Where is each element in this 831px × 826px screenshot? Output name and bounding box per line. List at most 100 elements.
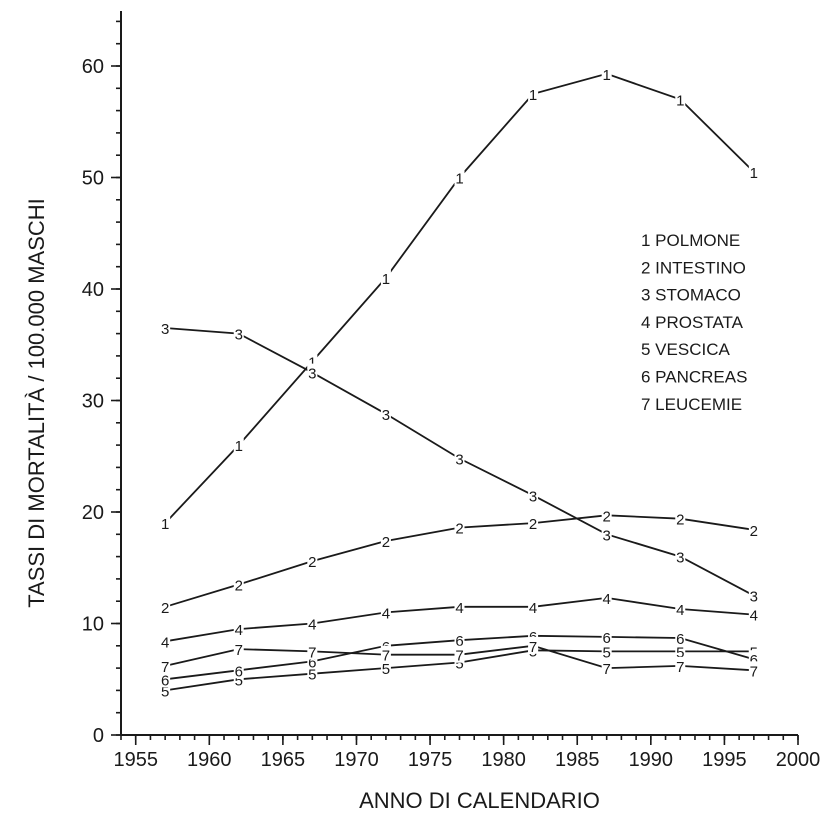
- data-point-marker: 7: [750, 663, 758, 680]
- x-tick-label: 2000: [776, 749, 821, 771]
- marker-bg: [675, 600, 686, 618]
- series-3: 3 3 3 3 3 3 3 3 3: [160, 319, 759, 606]
- marker-bg: [160, 656, 171, 674]
- data-point-marker: 7: [455, 648, 463, 665]
- data-point-marker: 6: [750, 652, 758, 669]
- marker-bg: [380, 645, 391, 663]
- data-point-marker: 4: [455, 600, 463, 617]
- marker-bg: [675, 628, 686, 646]
- marker-bg: [233, 620, 244, 638]
- data-point-marker: 4: [161, 634, 169, 651]
- data-point-marker: 6: [161, 672, 169, 689]
- marker-bg: [675, 642, 686, 660]
- marker-bg: [307, 642, 318, 660]
- data-point-marker: 4: [235, 622, 243, 639]
- data-point-marker: 2: [529, 516, 537, 533]
- marker-bg: [307, 363, 318, 381]
- marker-bg: [454, 518, 465, 536]
- data-point-marker: 5: [235, 672, 243, 689]
- marker-bg: [528, 626, 539, 644]
- data-point-marker: 6: [455, 633, 463, 650]
- data-point-marker: 6: [308, 654, 316, 671]
- x-tick-label: 1960: [187, 749, 232, 771]
- data-point-marker: 1: [382, 271, 390, 288]
- data-point-marker: 1: [235, 438, 243, 455]
- data-point-marker: 1: [603, 67, 611, 84]
- marker-bg: [601, 627, 612, 645]
- marker-bg: [233, 575, 244, 593]
- marker-bg: [307, 652, 318, 670]
- legend-entry-2: 2 INTESTINO: [641, 258, 746, 277]
- legend-entry-5: 5 VESCICA: [641, 340, 730, 359]
- x-tick-label: 1995: [702, 749, 747, 771]
- marker-bg: [675, 656, 686, 674]
- marker-bg: [380, 268, 391, 286]
- data-point-marker: 6: [676, 631, 684, 648]
- data-point-marker: 7: [382, 648, 390, 665]
- data-point-marker: 3: [529, 488, 537, 505]
- data-point-marker: 3: [235, 327, 243, 344]
- data-point-marker: 7: [676, 659, 684, 676]
- data-point-marker: 3: [161, 321, 169, 338]
- data-point-marker: 7: [161, 659, 169, 676]
- marker-bg: [380, 404, 391, 422]
- marker-bg: [601, 588, 612, 606]
- x-tick-label: 1985: [555, 749, 600, 771]
- x-tick-label: 1970: [334, 749, 379, 771]
- data-point-marker: 2: [455, 521, 463, 538]
- data-point-marker: 1: [161, 516, 169, 533]
- y-tick-label: 20: [82, 502, 104, 524]
- marker-bg: [454, 597, 465, 615]
- data-point-marker: 7: [529, 639, 537, 656]
- marker-bg: [233, 436, 244, 454]
- y-tick-label: 0: [93, 725, 104, 747]
- data-point-marker: 4: [382, 605, 390, 622]
- marker-bg: [160, 681, 171, 699]
- data-point-marker: 1: [676, 92, 684, 109]
- series-7: 7 7 7 7 7 7 7 7 7: [160, 636, 759, 680]
- marker-bg: [528, 486, 539, 504]
- marker-bg: [748, 162, 759, 180]
- data-point-marker: 4: [750, 608, 758, 625]
- marker-bg: [160, 632, 171, 650]
- marker-bg: [601, 64, 612, 82]
- marker-bg: [748, 605, 759, 623]
- data-point-marker: 7: [603, 661, 611, 678]
- marker-bg: [454, 645, 465, 663]
- data-point-marker: 3: [676, 550, 684, 567]
- marker-bg: [160, 514, 171, 532]
- marker-bg: [233, 670, 244, 688]
- y-tick-label: 50: [82, 168, 104, 190]
- marker-bg: [528, 514, 539, 532]
- x-axis-title: ANNO DI CALENDARIO: [359, 788, 600, 813]
- legend-entry-3: 3 STOMACO: [641, 286, 741, 305]
- x-tick-label: 1955: [113, 749, 158, 771]
- series-1: 1 1 1 1 1 1 1 1 1: [160, 64, 759, 533]
- x-tick-label: 1990: [629, 749, 674, 771]
- legend-entry-7: 7 LEUCEMIE: [641, 395, 742, 414]
- data-point-marker: 3: [750, 589, 758, 606]
- marker-bg: [380, 659, 391, 677]
- marker-bg: [601, 659, 612, 677]
- marker-bg: [748, 586, 759, 604]
- marker-bg: [307, 552, 318, 570]
- data-point-marker: 5: [676, 644, 684, 661]
- marker-bg: [601, 506, 612, 524]
- marker-bg: [454, 168, 465, 186]
- marker-bg: [748, 520, 759, 538]
- marker-bg: [675, 547, 686, 565]
- data-point-marker: 4: [603, 591, 611, 608]
- marker-bg: [380, 531, 391, 549]
- data-point-marker: 5: [382, 661, 390, 678]
- data-point-marker: 3: [308, 366, 316, 383]
- marker-bg: [528, 636, 539, 654]
- y-tick-label: 60: [82, 56, 104, 78]
- marker-bg: [233, 324, 244, 342]
- marker-bg: [675, 509, 686, 527]
- y-tick-label: 10: [82, 614, 104, 636]
- series-layer: 1 1 1 1 1 1 1 1 1 2 2 2 2 2 2 2 2 2 3 3 3 3 3 3 3 3 3 4 4 4 4 4 4 4 4 4 5 5 5 5…: [160, 64, 759, 700]
- data-point-marker: 3: [603, 527, 611, 544]
- marker-bg: [380, 636, 391, 654]
- marker-bg: [233, 661, 244, 679]
